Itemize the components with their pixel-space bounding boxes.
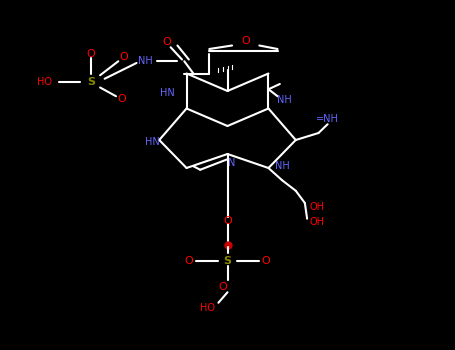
- Text: O: O: [117, 94, 126, 104]
- Text: S: S: [223, 256, 232, 266]
- Text: S: S: [87, 77, 95, 87]
- Text: O: O: [162, 37, 172, 47]
- Text: O: O: [218, 282, 228, 292]
- Text: HO: HO: [200, 303, 215, 313]
- Text: HO: HO: [37, 77, 52, 87]
- Text: OH: OH: [309, 217, 324, 227]
- Text: N: N: [228, 158, 236, 168]
- Text: NH: NH: [275, 161, 289, 171]
- Text: O: O: [223, 216, 232, 225]
- Text: O: O: [241, 36, 250, 46]
- Text: NH: NH: [138, 56, 153, 66]
- Text: O: O: [184, 256, 193, 266]
- Text: NH: NH: [277, 95, 292, 105]
- Text: O: O: [262, 256, 271, 266]
- Text: HN: HN: [145, 137, 159, 147]
- Text: HN: HN: [161, 88, 175, 98]
- Text: O: O: [119, 52, 128, 62]
- Text: O: O: [86, 49, 96, 58]
- Text: OH: OH: [309, 202, 324, 211]
- Text: =NH: =NH: [316, 114, 339, 124]
